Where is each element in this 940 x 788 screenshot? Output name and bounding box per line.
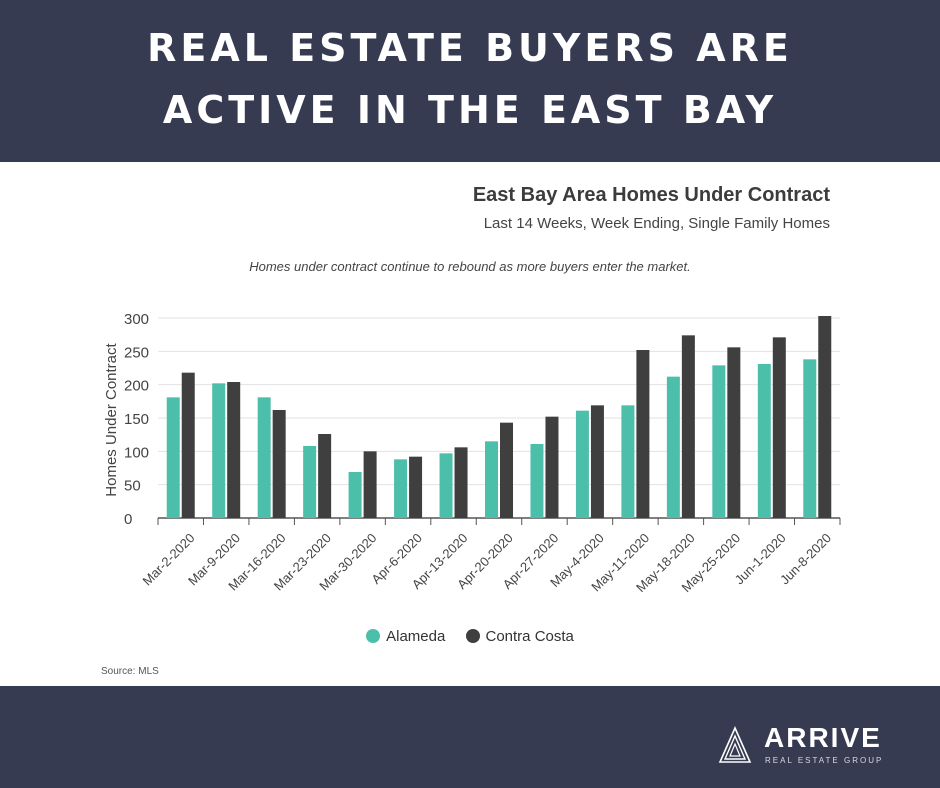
bar-contra-costa <box>363 451 377 518</box>
bar-alameda <box>530 444 544 518</box>
logo-tagline: REAL ESTATE GROUP <box>765 756 884 765</box>
y-tick-label: 150 <box>124 411 149 428</box>
bar-contra-costa <box>727 347 741 518</box>
banner-title-line-2: ACTIVE IN THE EAST BAY <box>162 88 778 132</box>
bar-alameda <box>166 397 180 518</box>
chart-subtitle: Last 14 Weeks, Week Ending, Single Famil… <box>483 215 830 232</box>
bar-contra-costa <box>318 434 332 518</box>
bar-contra-costa <box>590 405 604 518</box>
y-tick-label: 200 <box>124 378 149 395</box>
bar-contra-costa <box>454 447 468 518</box>
y-tick-label: 100 <box>124 444 149 461</box>
source-note: Source: MLS <box>101 666 159 677</box>
bottom-banner <box>0 686 940 788</box>
banner-title-line-1: REAL ESTATE BUYERS ARE <box>147 26 793 70</box>
chart-annotation: Homes under contract continue to rebound… <box>249 259 691 274</box>
y-axis-label: Homes Under Contract <box>103 342 120 496</box>
bar-alameda <box>257 397 271 518</box>
bar-contra-costa <box>636 350 650 518</box>
top-banner <box>0 0 940 162</box>
legend-label-contra-costa: Contra Costa <box>485 628 574 645</box>
bar-contra-costa <box>772 337 786 518</box>
bar-contra-costa <box>818 316 832 518</box>
y-tick-label: 0 <box>124 511 132 528</box>
bar-alameda <box>394 459 408 518</box>
bar-contra-costa <box>681 335 695 518</box>
bar-contra-costa <box>272 410 286 518</box>
bar-alameda <box>485 441 498 518</box>
legend-swatch-alameda <box>366 629 381 643</box>
bar-alameda <box>212 383 226 518</box>
logo-wordmark: ARRIVE <box>764 722 882 753</box>
legend-item-contra-costa: Contra Costa <box>465 628 574 645</box>
chart-legend: Alameda Contra Costa <box>0 628 940 645</box>
y-tick-label: 50 <box>124 478 141 495</box>
legend-swatch-contra-costa <box>465 629 480 643</box>
bar-alameda <box>348 472 362 518</box>
bar-alameda <box>803 359 817 518</box>
legend-item-alameda: Alameda <box>366 628 445 645</box>
bar-contra-costa <box>227 382 241 518</box>
bar-alameda <box>757 364 771 518</box>
bar-contra-costa <box>409 456 423 518</box>
chart-title: East Bay Area Homes Under Contract <box>472 184 830 206</box>
bar-alameda <box>712 365 726 518</box>
bar-contra-costa <box>500 422 513 518</box>
y-tick-label: 300 <box>124 311 149 328</box>
bar-contra-costa <box>545 416 559 518</box>
triangle-logo-icon <box>718 726 752 763</box>
bar-contra-costa <box>181 372 195 518</box>
bar-alameda <box>621 405 635 518</box>
y-tick-label: 250 <box>124 344 149 361</box>
bar-alameda <box>666 376 680 518</box>
legend-label-alameda: Alameda <box>386 628 446 645</box>
bar-alameda <box>439 453 453 518</box>
bar-alameda <box>303 446 317 518</box>
bar-alameda <box>575 410 589 518</box>
